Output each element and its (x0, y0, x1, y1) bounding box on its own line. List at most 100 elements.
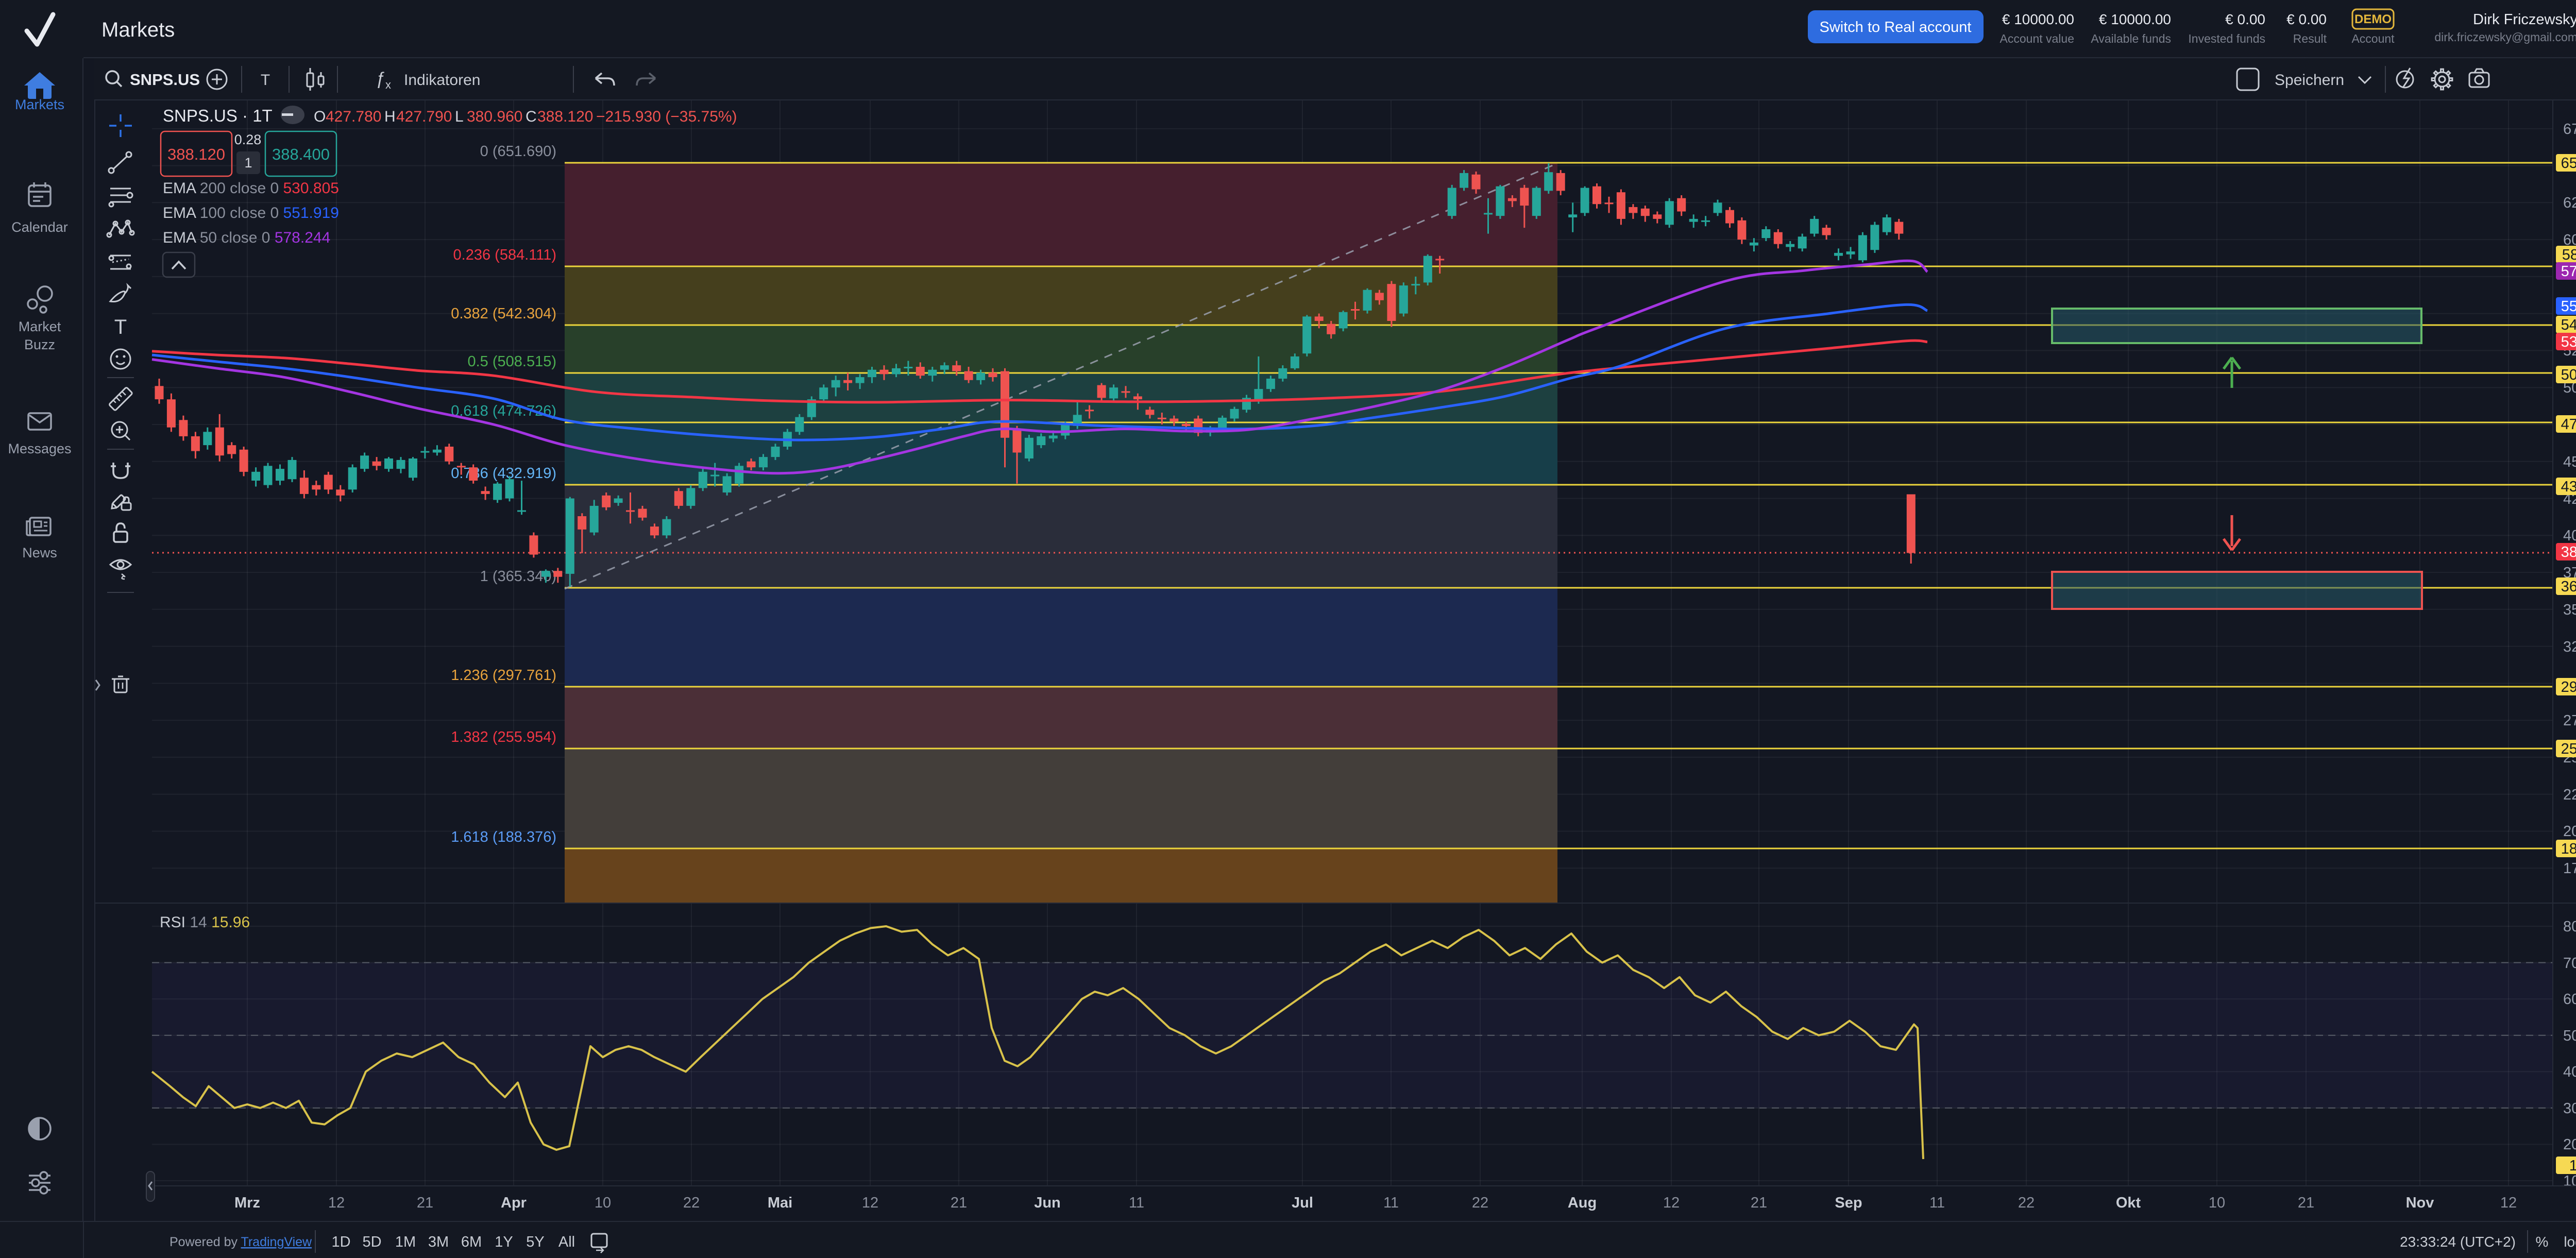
svg-text:12: 12 (1663, 1195, 1680, 1211)
svg-text:Available funds: Available funds (2091, 32, 2171, 45)
svg-text:Market: Market (19, 319, 61, 334)
svg-text:Sep: Sep (1835, 1195, 1862, 1211)
svg-text:12: 12 (862, 1195, 878, 1211)
svg-text:Powered by TradingView: Powered by TradingView (170, 1235, 312, 1249)
svg-text:EMA 100 close 0 551.919: EMA 100 close 0 551.919 (163, 205, 339, 222)
svg-text:News: News (22, 545, 57, 560)
svg-text:350.000: 350.000 (2563, 602, 2576, 618)
svg-text:0.382 (542.304): 0.382 (542.304) (451, 305, 556, 322)
svg-text:400.000: 400.000 (2563, 528, 2576, 544)
svg-text:60.00: 60.00 (2563, 991, 2576, 1008)
svg-text:€ 10000.00: € 10000.00 (2002, 11, 2074, 27)
svg-text:Markets: Markets (15, 97, 64, 112)
svg-text:0.5 (508.515): 0.5 (508.515) (467, 353, 556, 370)
svg-text:0.786 (432.919): 0.786 (432.919) (451, 465, 556, 482)
svg-text:275.000: 275.000 (2563, 712, 2576, 729)
svg-text:20.00: 20.00 (2563, 1136, 2576, 1153)
svg-text:Dirk Friczewsky: Dirk Friczewsky (2473, 11, 2576, 28)
svg-text:Switch to Real account: Switch to Real account (1820, 19, 1972, 36)
svg-text:Messages: Messages (8, 441, 71, 456)
svg-text:542.304: 542.304 (2561, 317, 2576, 333)
svg-text:380.960: 380.960 (467, 108, 522, 125)
svg-text:Calendar: Calendar (11, 219, 68, 235)
svg-text:O: O (314, 108, 326, 125)
svg-text:Invested funds: Invested funds (2188, 32, 2265, 45)
svg-text:€ 10000.00: € 10000.00 (2099, 11, 2171, 27)
svg-text:0.236 (584.111): 0.236 (584.111) (453, 247, 556, 263)
svg-text:0.618 (474.726): 0.618 (474.726) (451, 403, 556, 419)
svg-text:325.000: 325.000 (2563, 639, 2576, 655)
svg-text:388.120: 388.120 (167, 145, 225, 163)
svg-text:22: 22 (2018, 1195, 2035, 1211)
svg-text:5D: 5D (362, 1234, 381, 1250)
svg-text:Result: Result (2293, 32, 2327, 45)
svg-text:Indikatoren: Indikatoren (404, 72, 480, 89)
svg-text:22: 22 (683, 1195, 700, 1211)
svg-text:427.780: 427.780 (326, 108, 381, 125)
svg-text:21: 21 (417, 1195, 433, 1211)
svg-text:1Y: 1Y (495, 1234, 513, 1250)
svg-text:Mai: Mai (768, 1195, 792, 1211)
svg-text:Account value: Account value (2000, 32, 2074, 45)
svg-text:ƒ: ƒ (376, 69, 386, 89)
svg-text:388.120: 388.120 (537, 108, 593, 125)
svg-text:21: 21 (1751, 1195, 1767, 1211)
svg-text:432.919: 432.919 (2561, 479, 2576, 495)
svg-text:%: % (2536, 1234, 2549, 1250)
svg-text:21: 21 (2298, 1195, 2314, 1211)
svg-text:1.236 (297.761): 1.236 (297.761) (451, 667, 556, 684)
svg-text:1M: 1M (395, 1234, 416, 1250)
svg-text:12: 12 (2500, 1195, 2517, 1211)
svg-text:175.000: 175.000 (2563, 860, 2576, 877)
svg-text:551.919: 551.919 (2561, 298, 2576, 315)
svg-text:RSI 14 15.96: RSI 14 15.96 (160, 914, 250, 931)
svg-text:388.120: 388.120 (2561, 544, 2576, 560)
svg-text:11: 11 (1929, 1195, 1945, 1211)
svg-text:EMA 200 close 0 530.805: EMA 200 close 0 530.805 (163, 180, 339, 197)
svg-text:Account: Account (2351, 32, 2395, 45)
svg-text:DEMO: DEMO (2354, 12, 2392, 26)
svg-text:Speichern: Speichern (2275, 72, 2344, 89)
svg-text:427.790: 427.790 (396, 108, 452, 125)
svg-text:All: All (558, 1234, 575, 1250)
svg-text:11: 11 (1383, 1195, 1399, 1211)
svg-text:675.000: 675.000 (2563, 121, 2576, 138)
svg-text:15.96: 15.96 (2569, 1158, 2576, 1174)
svg-text:1.618 (188.376): 1.618 (188.376) (451, 829, 556, 845)
svg-text:11: 11 (1129, 1195, 1144, 1211)
svg-text:6M: 6M (461, 1234, 482, 1250)
svg-text:40.00: 40.00 (2563, 1064, 2576, 1080)
svg-text:log: log (2564, 1234, 2576, 1250)
svg-text:1: 1 (244, 155, 252, 171)
svg-text:1D: 1D (331, 1234, 350, 1250)
svg-text:508.515: 508.515 (2561, 367, 2576, 383)
svg-text:200.000: 200.000 (2563, 823, 2576, 840)
svg-text:T: T (114, 316, 127, 338)
svg-text:365.340: 365.340 (2561, 579, 2576, 595)
svg-text:€ 0.00: € 0.00 (2225, 11, 2265, 27)
svg-text:530.805: 530.805 (2561, 334, 2576, 350)
svg-text:−215.930 (−35.75%): −215.930 (−35.75%) (596, 108, 737, 125)
svg-text:188.376: 188.376 (2561, 841, 2576, 857)
svg-text:625.000: 625.000 (2563, 195, 2576, 211)
svg-text:255.954: 255.954 (2561, 741, 2576, 757)
svg-text:23:33:24 (UTC+2): 23:33:24 (UTC+2) (2400, 1234, 2516, 1250)
svg-text:225.000: 225.000 (2563, 787, 2576, 803)
svg-text:x: x (385, 78, 391, 91)
svg-text:Nov: Nov (2406, 1195, 2434, 1211)
svg-text:Apr: Apr (501, 1195, 527, 1211)
svg-text:0 (651.690): 0 (651.690) (480, 143, 556, 160)
svg-text:80.00: 80.00 (2563, 919, 2576, 935)
svg-text:1.382 (255.954): 1.382 (255.954) (451, 729, 556, 745)
svg-text:EMA 50 close 0 578.244: EMA 50 close 0 578.244 (163, 229, 330, 246)
svg-text:70.00: 70.00 (2563, 955, 2576, 972)
svg-text:3M: 3M (428, 1234, 449, 1250)
svg-text:10: 10 (2209, 1195, 2225, 1211)
svg-text:C: C (526, 108, 537, 125)
svg-text:12: 12 (328, 1195, 345, 1211)
svg-text:474.726: 474.726 (2561, 416, 2576, 433)
svg-text:Aug: Aug (1568, 1195, 1597, 1211)
svg-text:T: T (261, 72, 270, 89)
svg-text:388.400: 388.400 (272, 145, 330, 163)
svg-text:Jul: Jul (1292, 1195, 1313, 1211)
